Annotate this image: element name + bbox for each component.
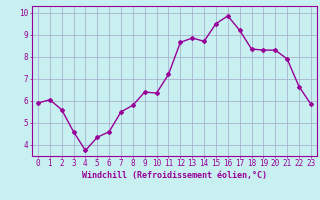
X-axis label: Windchill (Refroidissement éolien,°C): Windchill (Refroidissement éolien,°C) (82, 171, 267, 180)
